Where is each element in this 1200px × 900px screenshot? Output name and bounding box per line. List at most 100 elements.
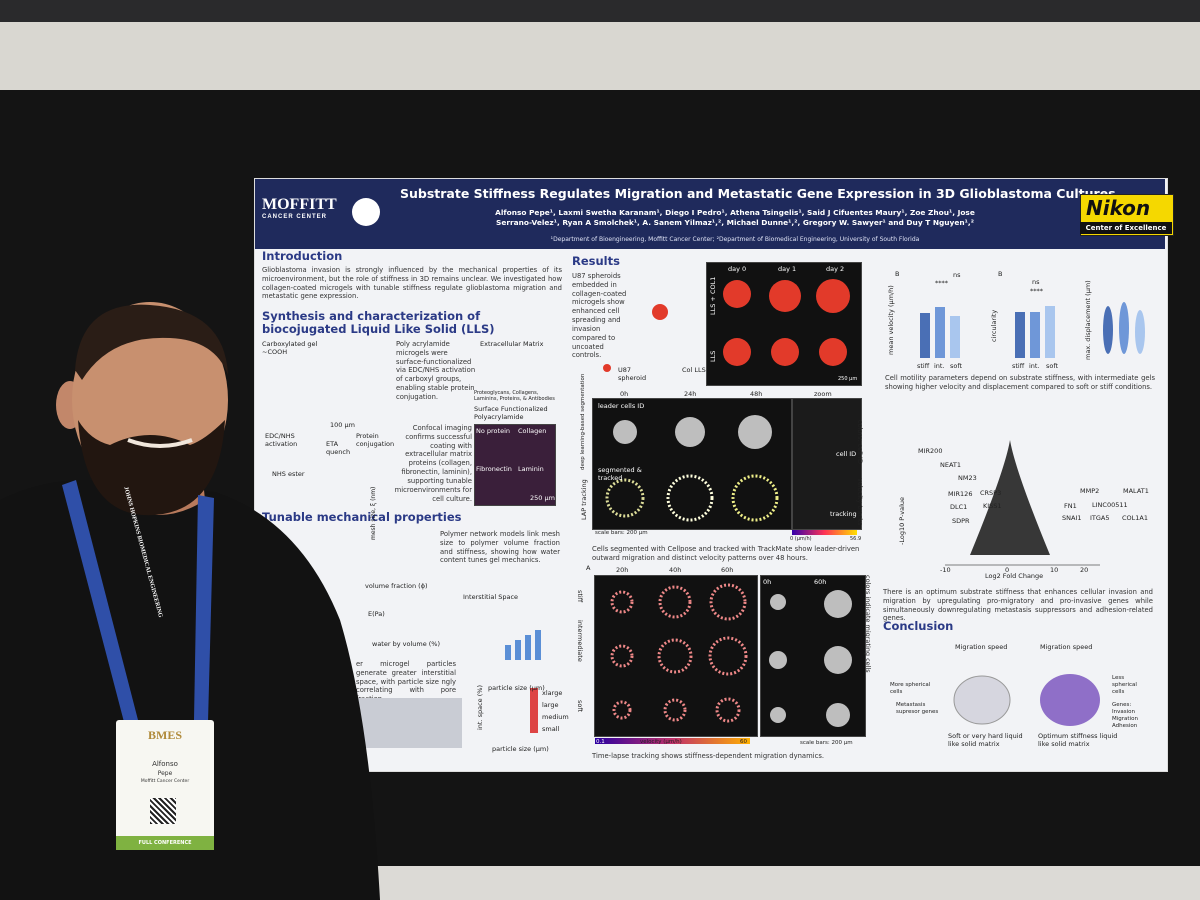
figure-label: Col LLS [682,366,706,374]
figure-label: segmented & tracked [598,466,642,483]
logo-left: MOFFITT [262,196,337,213]
figure-label: MIR200 [918,447,943,455]
section-heading: Tunable mechanical properties [262,510,462,524]
figure-label: B [998,270,1003,278]
figure-label: soft [576,700,584,713]
smile [127,438,193,448]
figure-label: velocity (µm/h) [640,739,682,745]
figure-label: circularity [990,309,998,342]
section-text: U87 spheroids embedded in collagen-coate… [572,272,627,360]
figure-label: CRSP3 [980,489,1002,497]
figure-label: Fibronectin [476,465,512,473]
figure-label: DLC1 [950,503,968,511]
cell-cluster [770,594,786,610]
figure-label: scale bars: 200 µm [595,530,648,536]
badge [116,720,214,850]
section-heading: Conclusion [883,619,954,633]
figure-label: 0h [763,578,772,586]
figure-label: xlarge [542,689,563,697]
figure-label: stiff [576,590,584,603]
figure-label: **** [1030,287,1043,295]
ring [663,698,687,722]
ring [709,583,747,621]
section-text: Confocal imaging confirms successful coa… [394,424,472,503]
volcano-plot [970,440,1050,555]
figure-label: Carboxylated gel ~COOH [262,340,318,357]
figure-label: MMP2 [1080,487,1100,495]
ring [657,638,693,674]
figure-label: 56.9 [850,536,862,542]
figure-label: 250 µm [838,376,858,382]
cell-cluster [1040,674,1100,726]
bar [950,316,960,358]
figure-label: Interstitial Space [463,593,519,601]
figure-label: soft [950,362,963,370]
badge-last-name: Pepe [157,770,173,777]
figure-label: deep learning-based segmentation [580,373,586,470]
spheroid [723,338,751,366]
bar [1015,312,1025,358]
figure-label: Laminin [518,465,544,473]
figure-label: small [542,725,560,733]
figure-label: 20 [1080,566,1089,574]
figure-label: 10 [1050,566,1059,574]
poster-header [255,179,1165,249]
badge-affiliation: Moffitt Cancer Center [140,779,190,784]
figure-caption: Cells segmented with Cellpose and tracke… [592,545,860,562]
figure-label: Optimum stiffness liquid like solid matr… [1038,732,1118,749]
figure-label: 40h [669,566,682,574]
figure-label: leader cells ID [598,402,645,410]
bar [935,307,945,358]
figure-label: Soft or very hard liquid like solid matr… [948,732,1023,749]
figure-label: 60h [814,578,827,586]
figure-label: E(Pa) [368,610,385,618]
conclusion-diagram [953,674,1100,726]
ring [658,585,692,619]
figure-label: Collagen [518,427,547,435]
nikon-text: Nikon [1086,196,1151,220]
confocal-panel [474,424,556,506]
figure-label: More spherical cells [890,682,931,695]
ring [731,474,779,522]
badge-org: BMES [147,728,182,742]
bar [515,640,521,660]
figure-label: Extracellular Matrix [480,340,544,348]
hair [75,304,228,380]
figure-label: colors: cell ID [856,420,864,464]
figure-label: stiff [1012,362,1025,370]
ring [605,478,645,518]
figure-label: 0 (µm/h) [790,536,812,542]
figure-caption: Time-lapse tracking shows stiffness-depe… [592,752,825,760]
section-heading: Synthesis and characterization of biocoj… [262,309,495,337]
figure-caption: There is an optimum substrate stiffness … [883,588,1153,623]
figure-label: 100 µm [330,421,355,429]
figure-label: int. [1029,362,1040,370]
poster-authors: Alfonso Pepe¹, Laxmi Swetha Karanam¹, Di… [495,208,975,228]
spheroid [771,338,799,366]
figure-label: -10 [940,566,951,574]
section-heading: Introduction [262,249,343,263]
cell-cluster [824,646,852,674]
cell-cluster [613,420,637,444]
ring [708,636,748,676]
figure-label: LLS + COL1 [709,276,717,315]
figure-label: A [586,564,591,572]
violin [1103,306,1113,354]
figure-label: day 2 [826,265,845,273]
spheroids [603,279,850,372]
figure-label: FN1 [1064,502,1077,510]
badge-first-name: Alfonso [152,760,178,768]
color-bar [595,738,750,744]
figure-label: large [542,701,559,709]
figure-label: ETA quench [326,440,351,457]
section-text: Glioblastoma invasion is strongly influe… [262,266,562,301]
figure-label: Metastasis supresor genes [896,702,939,715]
figure-label: soft [1046,362,1059,370]
spheroid [603,364,611,372]
figure-label: MALAT1 [1123,487,1149,495]
figure-label: MIR126 [948,490,973,498]
figure-label: mean velocity (µm/h) [887,285,895,355]
figure-label: particle size (µm) [488,684,545,692]
